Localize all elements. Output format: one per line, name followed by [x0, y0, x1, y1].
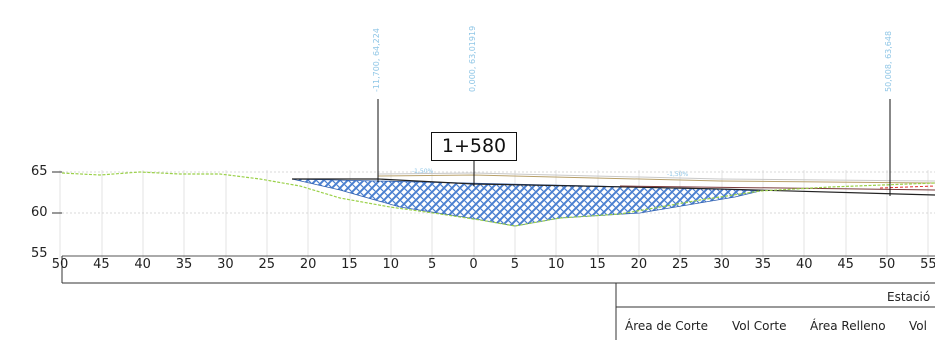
slope-label-left: -1,50% [412, 168, 434, 175]
x-tick-label: 10 [547, 257, 565, 272]
offset-label-center: 0,000, 63,01919 [468, 25, 477, 92]
station-column-header: Estació [887, 290, 931, 304]
x-tick-label: 50 [51, 257, 69, 272]
red-line [879, 185, 935, 189]
design-surface [292, 172, 935, 196]
x-tick-label: 20 [299, 257, 317, 272]
x-tick-label: 15 [589, 257, 606, 272]
y-tick-label: 65 [31, 164, 48, 179]
y-tick-label: 60 [31, 205, 48, 220]
x-tick-label: 30 [713, 257, 730, 272]
column-area-relleno: Área Relleno [810, 319, 886, 333]
x-tick-label: 0 [469, 257, 478, 272]
x-tick-label: 35 [175, 257, 193, 272]
x-tick-label: 40 [134, 257, 151, 272]
x-tick-label: 10 [382, 257, 400, 272]
x-tick-label: 45 [837, 257, 854, 272]
y-tick-label: 55 [31, 246, 48, 261]
column-vol: Vol [909, 319, 927, 333]
existing-ground [61, 171, 935, 227]
x-tick-label: 5 [428, 257, 437, 272]
column-area-corte: Área de Corte [625, 319, 708, 333]
x-tick-label: 40 [796, 257, 813, 272]
x-tick-label: 15 [341, 257, 358, 272]
station-label: 1+580 [431, 132, 517, 161]
table-frame [61, 256, 935, 340]
x-tick-label: 20 [630, 257, 648, 272]
offset-label-left: -11,700, 64,224 [372, 28, 381, 92]
x-tick-label: 35 [754, 257, 772, 272]
x-tick-label: 50 [878, 257, 896, 272]
x-tick-label: 30 [217, 257, 234, 272]
column-vol-corte: Vol Corte [732, 319, 787, 333]
slope-label-right: -1,50% [667, 171, 689, 178]
x-tick-label: 25 [671, 257, 689, 272]
x-tick-label: 5 [510, 257, 519, 272]
offset-label-right: 50,008, 63,648 [884, 30, 893, 92]
x-tick-label: 45 [93, 257, 110, 272]
x-tick-label: 25 [258, 257, 276, 272]
x-tick-label: 55 [920, 257, 935, 272]
